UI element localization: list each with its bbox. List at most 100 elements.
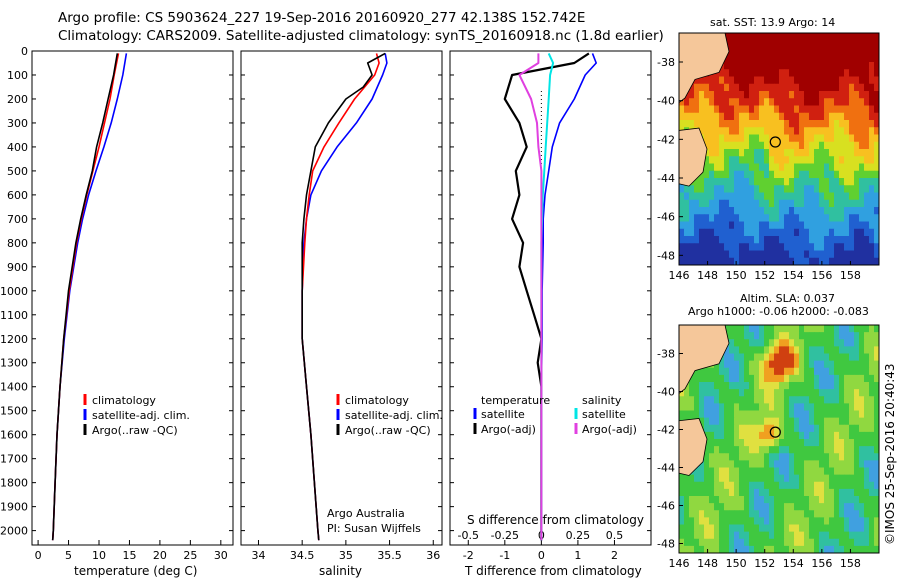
sst-map-cell [704,257,710,266]
sla-map-cell [714,453,720,461]
sla-map-cell [864,510,870,518]
sla-map-cell [689,503,695,511]
sla-map-cell [749,510,755,518]
sst-map-cell [769,185,775,193]
sla-map-cell [769,538,775,547]
sst-map-cell [794,214,800,222]
depth-tick-label: 200 [7,93,28,106]
sla-map-cell [729,453,735,461]
sst-map-cell [739,243,745,251]
sla-map-cell [784,446,790,454]
sla-map-cell [804,474,810,483]
sst-map-cell [719,178,725,186]
sst-map-cell [759,105,765,114]
sla-map-cell [714,424,720,433]
sla-map-cell [799,403,805,411]
sst-map-cell [809,62,815,70]
sst-map-cell [869,214,875,222]
sla-map-cell [699,467,705,476]
sst-map-cell [689,83,695,92]
figure-title-line-1: Argo profile: CS 5903624_227 19-Sep-2016… [58,10,586,26]
sla-map-cell [849,496,855,504]
sla-map-cell [829,460,835,468]
sla-map-cell [714,524,720,533]
sst-map-cell [699,98,705,106]
sla-map-cell [739,460,745,468]
sst-map-cell [814,141,820,150]
sst-map-cell [824,112,830,121]
sla-map-cell [729,424,735,433]
sla-map-cell [854,360,860,369]
sst-map-cell [874,221,880,230]
sst-map-cell [844,141,850,150]
sla-map-cell [704,531,710,540]
sla-map-cell [809,538,815,547]
sst-map-cell [794,76,800,85]
sst-map-cell [679,250,685,259]
sla-map-cell [844,467,850,476]
sla-map-cell [844,510,850,518]
sla-map-cell [844,403,850,411]
sst-map-cell [849,69,855,77]
sst-map-cell [829,207,835,215]
sla-map-cell [739,389,745,397]
sst-map-cell [759,199,765,208]
sst-map-cell [854,120,860,128]
sla-map-cell [824,538,830,547]
sst-map-cell [789,69,795,77]
sla-map-cell [734,374,740,383]
sst-map-cell [744,178,750,186]
sla-map-cell [784,538,790,547]
temperature-tick-label: 20 [153,549,167,562]
sla-map-cell [744,346,750,354]
sst-map-cell [694,228,700,237]
sst-map-cell [834,156,840,164]
sla-map-cell [759,474,765,483]
sst-map-cell [859,214,865,222]
sst-map-cell [844,127,850,135]
sst-map-cell [789,54,795,63]
sst-map-cell [829,105,835,114]
sla-map-cell [799,339,805,347]
sst-map-cell [789,228,795,237]
sla-map-cell [854,524,860,533]
sla-map-cell [774,488,780,497]
sla-map-cell [749,446,755,454]
sla-map-cell [859,446,865,454]
sla-map-cell [784,481,790,490]
sst-map-cell [814,221,820,230]
sla-map-cell [739,488,745,497]
sla-map-cell [719,389,725,397]
sst-map-cell [689,112,695,121]
sla-map-cell [734,396,740,404]
sla-map-cell [754,510,760,518]
sst-map-cell [709,141,715,150]
sst-map-cell [714,228,720,237]
sla-map-cell [734,545,740,554]
sla-map-cell [824,517,830,525]
sst-map-cell [684,228,690,237]
sst-map-cell [764,228,770,237]
sla-map-cell [699,396,705,404]
sla-map-cell [739,517,745,525]
sst-map-cell [849,199,855,208]
sst-map-cell [724,112,730,121]
sla-map-cell [869,446,875,454]
sla-map-cell [684,410,690,419]
sst-map-cell [829,178,835,186]
sla-map-cell [864,403,870,411]
sla-map-cell [824,481,830,490]
sla-map-cell [704,424,710,433]
sla-map-cell [854,410,860,419]
sst-map-cell [814,69,820,77]
sla-map-cell [769,332,775,340]
sla-map-cell [869,353,875,362]
sla-map-cell [859,389,865,397]
sla-map-cell [789,424,795,433]
sst-map-cell [799,214,805,222]
sla-map-cell [814,332,820,340]
sst-map-cell [754,199,760,208]
sst-map-cell [784,69,790,77]
sla-map-cell [864,367,870,376]
sst-map-cell [734,91,740,99]
